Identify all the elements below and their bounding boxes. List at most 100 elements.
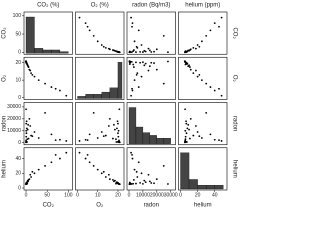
scatter-point	[54, 139, 57, 142]
scatter-point	[131, 22, 134, 25]
scatter-point	[96, 168, 99, 171]
scatter-point	[184, 129, 187, 132]
scatter-point	[50, 161, 53, 164]
scatter-point	[198, 73, 201, 76]
scatter-point	[130, 94, 132, 97]
scatter-point	[25, 108, 27, 111]
scatter-point	[185, 50, 188, 53]
scatter-point	[65, 140, 68, 142]
scatter-point	[37, 79, 40, 82]
scatter-point	[140, 172, 143, 175]
scatter-point	[113, 123, 115, 126]
y-tick-label: 20	[15, 171, 21, 177]
panel	[178, 147, 228, 191]
scatter-point	[192, 134, 195, 137]
scatter-point	[92, 34, 95, 37]
scatter-point	[187, 123, 190, 126]
scatter-point	[150, 51, 153, 53]
scatter-point	[189, 137, 191, 140]
scatter-point	[54, 153, 57, 156]
scatter-point	[147, 69, 150, 72]
scatter-point	[167, 51, 169, 54]
scatter-point	[213, 22, 216, 25]
scatter-point	[184, 135, 187, 138]
scatter-point	[28, 117, 31, 120]
scatter-point	[65, 94, 68, 97]
scatter-point	[135, 182, 137, 185]
scatter-point	[25, 129, 28, 132]
scatter-point	[140, 44, 143, 46]
scatter-point	[148, 65, 151, 68]
scatter-point	[86, 139, 89, 142]
row-label: radon	[2, 116, 8, 131]
scatter-point	[130, 151, 132, 154]
scatter-point	[162, 165, 165, 167]
row-label-right: O₂	[231, 75, 237, 83]
scatter-point	[108, 178, 111, 181]
scatter-point	[153, 50, 155, 53]
histogram-bar	[109, 87, 119, 99]
scatter-point	[78, 16, 81, 19]
scatter-point	[88, 29, 91, 32]
histogram-bar	[25, 16, 35, 54]
scatter-point	[116, 141, 119, 143]
histogram-bar	[149, 135, 157, 144]
x-tick-label: 10000	[136, 192, 150, 198]
histogram-bar	[214, 185, 224, 190]
scatter-point	[114, 128, 116, 131]
scatter-point	[118, 108, 121, 111]
scatter-point	[132, 63, 135, 66]
scatter-point	[25, 120, 28, 123]
scatter-point	[148, 180, 151, 183]
scatter-point	[196, 75, 199, 78]
scatter-point	[104, 176, 107, 178]
scatter-point	[50, 86, 53, 88]
scatter-point	[25, 122, 28, 125]
histogram-bar	[101, 91, 111, 99]
scatter-point	[115, 181, 118, 184]
row-label: helium	[2, 160, 8, 178]
scatter-point	[27, 123, 30, 126]
row-label: CO₂	[2, 27, 8, 39]
scatter-point	[78, 151, 81, 154]
scatter-point	[37, 137, 40, 139]
scatter-point	[142, 182, 144, 185]
scatter-point	[195, 47, 197, 50]
scatter-point	[155, 178, 158, 181]
scatter-point	[117, 129, 120, 132]
scatter-point	[144, 62, 147, 65]
y-tick-label: 0	[18, 185, 21, 191]
histogram-bar	[135, 126, 144, 144]
scatter-point	[200, 40, 203, 43]
scatter-point	[198, 135, 201, 138]
panel	[126, 56, 176, 100]
x-tick-label: 0	[25, 192, 28, 198]
row-label: O₂	[2, 74, 8, 82]
scatter-point	[139, 61, 142, 64]
scatter-point	[78, 140, 81, 142]
scatter-point	[137, 161, 140, 164]
y-tick-label: 20	[15, 60, 21, 66]
scatter-point	[116, 181, 119, 184]
scatter-point	[114, 179, 116, 182]
scatter-point	[184, 108, 187, 111]
scatter-point	[189, 66, 191, 68]
scatter-point	[107, 47, 110, 50]
scatter-point	[195, 69, 197, 72]
scatter-point	[111, 179, 114, 181]
scatter-point	[135, 170, 138, 173]
scatter-point	[100, 131, 103, 133]
scatter-point	[27, 137, 30, 140]
scatter-point	[132, 179, 135, 181]
scatter-point	[130, 51, 133, 54]
scatter-point	[200, 137, 203, 139]
scatter-point	[185, 141, 188, 143]
panel	[23, 56, 73, 100]
scatter-point	[104, 134, 107, 137]
scatter-point	[192, 72, 195, 75]
scatter-point	[136, 72, 139, 75]
scatter-point	[26, 64, 29, 67]
scatter-point	[115, 141, 118, 143]
scatter-point	[107, 125, 110, 127]
scatter-point	[130, 183, 133, 185]
